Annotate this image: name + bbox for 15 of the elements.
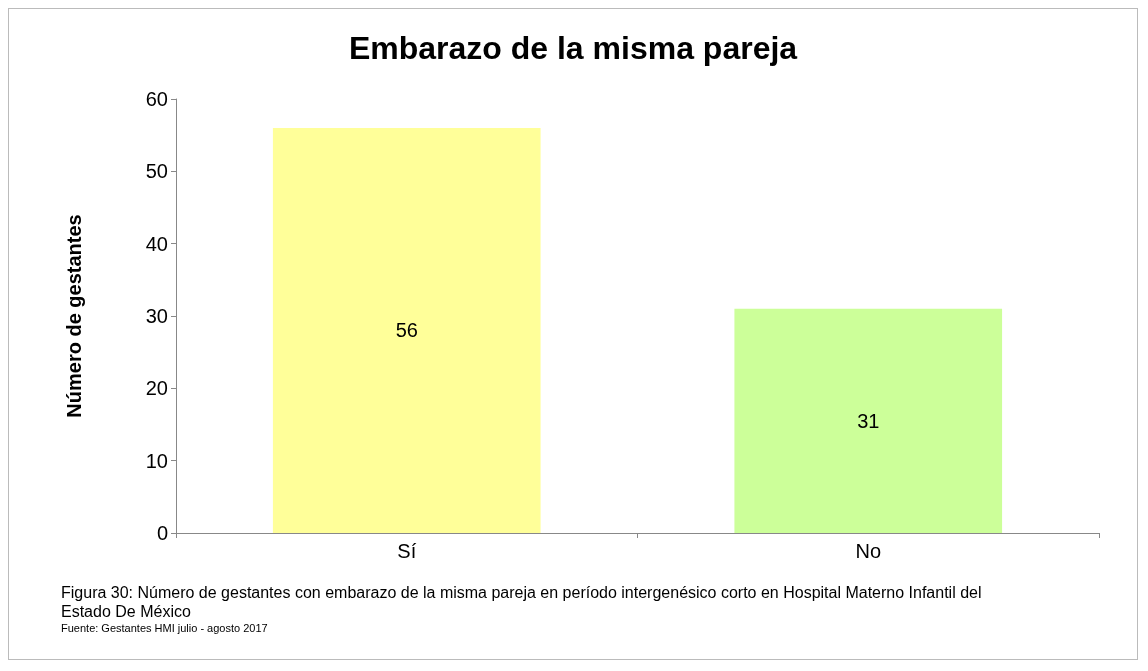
y-tick-label: 40 bbox=[145, 232, 168, 255]
y-tick-label: 30 bbox=[145, 305, 168, 327]
y-tick-label: 20 bbox=[145, 377, 168, 400]
y-axis-title: Número de gestantes bbox=[63, 214, 85, 418]
text: Figura 30: Número de gestantes con embarazo de la misma pareja en período intergenésico corto en Hospital Materno Infantil del Estado De México bbox=[61, 583, 983, 621]
y-tick-label: 10 bbox=[145, 449, 168, 472]
data-label: 31 bbox=[857, 409, 880, 432]
x-tick-label: Sí bbox=[397, 540, 417, 562]
y-tick-label: 60 bbox=[145, 88, 168, 110]
chart-title: Embarazo de la misma pareja bbox=[348, 30, 798, 66]
data-label: 56 bbox=[395, 319, 418, 342]
x-tick-label: No bbox=[855, 540, 882, 562]
source-note: Fuente: Gestantes HMI julio - agosto 2017 bbox=[61, 621, 269, 636]
y-tick-label: 0 bbox=[156, 522, 168, 544]
y-tick-label: 50 bbox=[145, 160, 168, 183]
